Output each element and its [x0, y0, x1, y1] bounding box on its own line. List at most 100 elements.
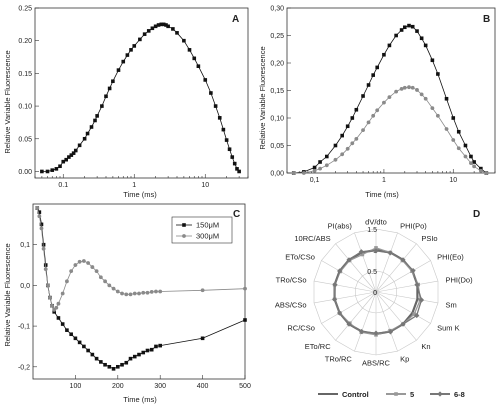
panel-b-data-point: [318, 166, 322, 171]
panel-a-data-point: [175, 31, 179, 35]
panel-a-data-point: [221, 127, 226, 132]
panel-d-data-point: [373, 248, 379, 254]
panel-d-data-point: [332, 282, 338, 288]
panel-b-data-point: [361, 94, 365, 98]
panel-b-data-point: [402, 85, 407, 90]
panel-c-data-point: [141, 350, 146, 355]
panel-b-data-point: [394, 33, 398, 38]
panel-b-ytick-label: 0,10: [270, 116, 284, 123]
panel-a-data-point: [71, 151, 76, 155]
panel-d-data-point: [387, 250, 393, 256]
panel-c-data-point: [145, 348, 150, 353]
panel-a-series-1: [40, 22, 241, 174]
panel-d-legend-marker: [394, 392, 398, 396]
panel-a-data-point: [45, 169, 50, 174]
panel-b-data-point: [407, 23, 411, 28]
panel-c-data-point: [103, 362, 107, 367]
panel-a-data-point: [111, 79, 115, 84]
panel-c-data-point: [107, 364, 112, 369]
panel-c-xtick-label: 500: [239, 383, 251, 390]
panel-c-data-point: [132, 291, 137, 296]
panel-d-data-point: [337, 268, 343, 274]
panel-c-data-point: [103, 279, 107, 284]
panel-a-data-point: [93, 118, 97, 123]
panel-a-data-point: [125, 53, 130, 57]
panel-b-data-point: [301, 171, 306, 175]
panel-a-data-point: [150, 26, 155, 31]
panel-c-xtick-label: 300: [154, 383, 166, 390]
panel-b-data-point: [399, 86, 404, 91]
panel-a-data-point: [67, 155, 71, 159]
panel-c-data-point: [86, 261, 91, 265]
panel-c-data-point: [81, 259, 86, 263]
panel-c-data-point: [243, 286, 247, 291]
panel-c-data-point: [73, 263, 78, 267]
panel-d-legend-label: 6-8: [454, 390, 465, 399]
panel-c-data-point: [50, 303, 54, 308]
panel-c-data-point: [111, 367, 116, 371]
panel-d-data-point: [346, 257, 352, 263]
panel-c-data-point: [77, 259, 82, 264]
panel-b-data-point: [333, 157, 338, 162]
panel-b-data-point: [340, 152, 345, 157]
panel-a-data-point: [153, 24, 158, 29]
panel-a-data-point: [171, 27, 175, 31]
panel-a-xtick-label: 10: [201, 182, 209, 189]
panel-a-data-point: [69, 153, 74, 157]
panel-d-data-point: [400, 321, 406, 327]
panel-b-series-2-line: [293, 86, 487, 174]
panel-b-data-point: [436, 72, 440, 76]
panel-b-data-point: [410, 24, 415, 29]
panel-b-data-point: [456, 129, 461, 134]
panel-d-data-point: [400, 257, 406, 263]
panel-b-data-point: [318, 160, 322, 164]
panel-c-data-point: [137, 352, 141, 357]
panel-a-ytick-label: 0.05: [18, 136, 32, 143]
panel-b-data-point: [333, 143, 338, 148]
panel-a-data-point: [146, 29, 151, 33]
panel-d-axis-label: dV/dto: [365, 217, 387, 226]
panel-c-data-point: [39, 222, 44, 227]
panel-c-data-point: [158, 289, 163, 294]
panel-a-xlabel: Time (ms): [123, 190, 157, 199]
panel-c-data-point: [65, 279, 69, 284]
panel-c-data-point: [115, 289, 120, 294]
panel-a-data-point: [224, 138, 229, 142]
panel-b-data-point: [366, 120, 371, 125]
panel-c-data-point: [43, 267, 48, 272]
panel-b-data-point: [340, 133, 344, 138]
panel-a-data-point: [235, 167, 239, 171]
panel-d-data-point: [418, 297, 425, 303]
panel-d-letter: D: [473, 209, 480, 220]
panel-b-data-point: [484, 171, 489, 175]
panel-b-data-point: [451, 138, 456, 142]
panel-c-data-point: [69, 332, 73, 337]
panel-b-data-point: [354, 137, 359, 141]
panel-b-data-point: [345, 146, 350, 151]
panel-c-letter: C: [233, 209, 240, 220]
panel-c-xtick-label: 400: [197, 383, 209, 390]
panel-c-data-point: [45, 283, 50, 288]
panel-c-data-point: [200, 336, 205, 341]
panel-c-data-point: [132, 354, 137, 359]
panel-d-data-point: [412, 312, 416, 316]
panel-d-data-point: [387, 329, 394, 335]
panel-d-data-point: [358, 249, 364, 255]
panel-d-data-point: [414, 312, 420, 319]
panel-b-data-point: [415, 29, 419, 33]
panel-b-data-point: [354, 107, 359, 112]
panel-a-data-point: [104, 94, 108, 99]
panel-d-radial-tick-label: 0.5: [367, 269, 377, 276]
panel-b-data-point: [472, 164, 477, 169]
panel-c-data-point: [154, 289, 158, 294]
panel-c-ytick-label: 0,1: [20, 242, 30, 249]
panel-a-data-point: [100, 104, 104, 108]
panel-a-data-point: [196, 64, 201, 68]
panel-c-data-point: [120, 291, 124, 296]
panel-c-xtick-label: 200: [112, 383, 124, 390]
panel-d-data-point: [373, 330, 379, 336]
panel-c-data-point: [124, 292, 129, 297]
panel-c-data-point: [94, 269, 99, 274]
panel-d-radial-tick-label: 1.5: [367, 227, 377, 234]
panel-b-data-point: [435, 113, 440, 118]
